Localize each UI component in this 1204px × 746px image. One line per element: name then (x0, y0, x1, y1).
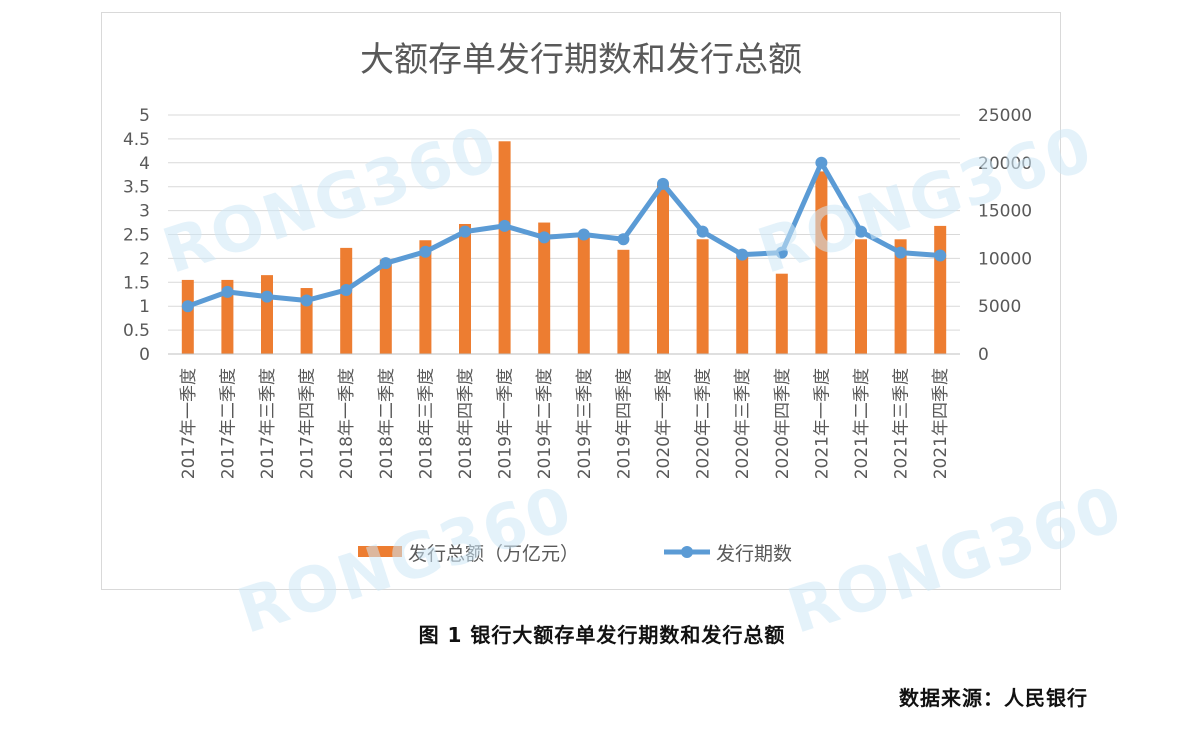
bar (894, 239, 907, 354)
line-point (498, 219, 511, 232)
bar (181, 279, 194, 354)
line-point (577, 228, 590, 241)
left-tick-label: 2.5 (123, 226, 150, 246)
right-tick-label: 5000 (978, 297, 1021, 317)
bar (696, 239, 709, 354)
x-tick-label: 2020年二季度 (694, 368, 714, 479)
line-point (419, 245, 432, 258)
x-tick-label: 2018年四季度 (456, 368, 476, 479)
legend-line-marker (681, 546, 693, 558)
right-tick-label: 15000 (978, 202, 1032, 222)
x-tick-label: 2017年二季度 (218, 368, 238, 479)
left-tick-label: 0 (139, 345, 150, 365)
figure-caption: 图 1 银行大额存单发行期数和发行总额 (418, 623, 786, 647)
line-point (340, 283, 353, 296)
left-tick-label: 4.5 (123, 130, 150, 150)
line-point (379, 257, 392, 270)
bar (498, 141, 511, 354)
left-y-axis: 0 0.5 1 1.5 2 2.5 3 3.5 4 4.5 5 (123, 106, 150, 365)
bar (261, 275, 273, 354)
left-tick-label: 4 (139, 154, 150, 174)
line-point (261, 290, 273, 303)
line-point (181, 300, 194, 313)
x-tick-label: 2018年一季度 (337, 368, 357, 479)
line-series (181, 156, 947, 313)
bar (855, 239, 867, 354)
line-point (300, 294, 313, 307)
chart-title: 大额存单发行期数和发行总额 (360, 40, 802, 80)
legend-bar-swatch (358, 546, 402, 557)
line-point (815, 156, 828, 169)
combo-chart: 大额存单发行期数和发行总额 0 0.5 1 1.5 2 2.5 3 3.5 4 4.5 5 0 500… (123, 40, 1032, 565)
bar (221, 279, 234, 354)
left-tick-label: 3 (139, 202, 150, 222)
x-tick-label: 2021年二季度 (852, 368, 872, 479)
line-point (736, 248, 749, 261)
x-tick-label: 2017年四季度 (298, 368, 318, 479)
x-tick-label: 2019年四季度 (614, 368, 634, 479)
right-y-axis: 0 5000 10000 15000 20000 25000 (978, 106, 1032, 365)
bar (538, 222, 551, 354)
data-source: 数据来源：人民银行 (899, 686, 1088, 710)
x-tick-label: 2019年二季度 (535, 368, 555, 479)
line-point (934, 249, 947, 262)
bar (736, 256, 749, 354)
chart-frame: 大额存单发行期数和发行总额 0 0.5 1 1.5 2 2.5 3 3.5 4 4.5 5 0 500… (101, 12, 1131, 648)
legend-line-label: 发行期数 (716, 543, 792, 565)
x-tick-label: 2021年一季度 (812, 368, 832, 479)
right-tick-label: 25000 (978, 106, 1032, 126)
x-tick-label: 2017年三季度 (258, 368, 278, 479)
bar (815, 171, 828, 354)
left-tick-label: 2 (139, 249, 150, 269)
bar (379, 259, 392, 354)
x-tick-label: 2018年三季度 (416, 368, 436, 479)
bar (459, 223, 471, 354)
x-tick-label: 2019年三季度 (575, 368, 595, 479)
right-tick-label: 0 (978, 345, 989, 365)
left-tick-label: 5 (139, 106, 150, 126)
legend: 发行总额（万亿元） 发行期数 (358, 543, 792, 565)
x-tick-label: 2020年一季度 (654, 368, 674, 479)
x-tick-label: 2020年三季度 (733, 368, 753, 479)
line-point (696, 225, 709, 238)
series-line (186, 160, 941, 309)
bar (340, 247, 353, 354)
x-tick-label: 2021年三季度 (892, 368, 912, 479)
line-point (221, 285, 234, 298)
right-tick-label: 10000 (978, 249, 1032, 269)
bar (617, 249, 630, 354)
bar (934, 225, 947, 354)
line-point (855, 225, 867, 238)
x-axis: 2017年一季度 2017年二季度 2017年三季度 2017年四季度 2018年一季度… (168, 353, 960, 479)
x-tick-label: 2018年二季度 (377, 368, 397, 479)
bar (577, 234, 590, 354)
bar (657, 184, 669, 354)
left-tick-label: 3.5 (123, 178, 150, 198)
line-point (657, 177, 669, 190)
left-tick-label: 0.5 (123, 321, 150, 341)
left-tick-label: 1 (139, 297, 150, 317)
line-point (775, 246, 788, 259)
x-tick-label: 2021年四季度 (931, 368, 951, 479)
x-tick-label: 2020年四季度 (773, 368, 793, 479)
left-tick-label: 1.5 (123, 273, 150, 293)
x-tick-label: 2017年一季度 (179, 368, 199, 479)
line-point (617, 233, 630, 246)
line-point (894, 246, 907, 259)
line-point (459, 225, 471, 238)
bar (419, 240, 432, 354)
x-tick-label: 2019年一季度 (496, 368, 516, 479)
bar-series (181, 141, 947, 354)
legend-bar-label: 发行总额（万亿元） (408, 543, 579, 565)
right-tick-label: 20000 (978, 154, 1032, 174)
bar (775, 273, 788, 354)
line-point (538, 231, 551, 244)
